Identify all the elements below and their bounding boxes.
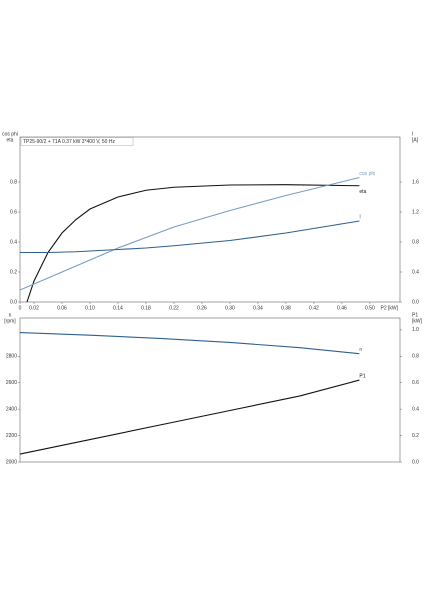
x-tick-label: 0.46	[337, 305, 347, 311]
y-tick-label: 0.8	[10, 179, 17, 185]
y-tick-label: 2000	[6, 459, 17, 465]
x-tick-label: 0.06	[57, 305, 67, 311]
series-label: P1	[359, 373, 365, 379]
y-tick-label: 0.0	[10, 299, 17, 305]
y-axis-label: n	[9, 312, 12, 318]
y2-axis-label: [kW]	[412, 318, 423, 324]
y2-tick-label: 0.0	[412, 299, 419, 305]
series-label: eta	[359, 189, 366, 195]
y-axis-label: [rpm]	[4, 318, 16, 324]
chart-title: TP25-90/2 + 71A 0.37 kW 3*400 V, 50 Hz	[23, 139, 115, 145]
y2-axis-label: P1	[412, 312, 418, 318]
y2-tick-label: 1.0	[412, 327, 419, 333]
x-tick-label: 0.22	[169, 305, 179, 311]
x-tick-label: 0.42	[309, 305, 319, 311]
y-tick-label: 2200	[6, 433, 17, 439]
title-box	[20, 137, 134, 146]
x-tick-label: 0.14	[113, 305, 123, 311]
series-line	[26, 184, 360, 303]
series-label: I	[359, 214, 360, 220]
series-label: n	[359, 347, 362, 353]
y2-tick-label: 0.0	[412, 459, 419, 465]
x-tick-label: 0	[19, 305, 22, 311]
y-tick-label: 0.4	[10, 239, 17, 245]
y2-tick-label: 0.8	[412, 239, 419, 245]
y2-axis-label: I	[412, 131, 413, 137]
y-tick-label: 0.2	[10, 269, 17, 275]
x-tick-label: 0.10	[85, 305, 95, 311]
x-axis-label: P2 [kW]	[380, 305, 398, 311]
bottom-frame	[19, 317, 401, 463]
x-tick-label: 0.02	[29, 305, 39, 311]
y2-tick-label: 0.2	[412, 433, 419, 439]
series-line	[19, 379, 360, 455]
y-tick-label: 2400	[6, 406, 17, 412]
x-tick-label: 0.34	[253, 305, 263, 311]
series-label: cos phi	[359, 171, 375, 177]
y2-tick-label: 0.4	[412, 406, 419, 412]
y2-tick-label: 1.6	[412, 179, 419, 185]
y-tick-label: 2600	[6, 380, 17, 386]
y2-tick-label: 0.6	[412, 380, 419, 386]
series-line	[19, 176, 360, 291]
y-tick-label: 2800	[6, 354, 17, 360]
y-axis-label: cos phi	[2, 131, 18, 137]
y2-tick-label: 0.4	[412, 269, 419, 275]
x-tick-label: 0.50	[365, 305, 375, 311]
y-tick-label: 0.6	[10, 209, 17, 215]
x-tick-label: 0.38	[281, 305, 291, 311]
series-line	[19, 331, 360, 355]
y2-axis-label: [A]	[412, 137, 419, 143]
y2-tick-label: 0.8	[412, 354, 419, 360]
y2-tick-label: 1.2	[412, 209, 419, 215]
x-tick-label: 0.18	[141, 305, 151, 311]
x-tick-label: 0.30	[225, 305, 235, 311]
top-frame	[19, 136, 401, 303]
series-line	[20, 220, 360, 254]
y-axis-label: eta	[7, 137, 14, 143]
x-tick-label: 0.26	[197, 305, 207, 311]
